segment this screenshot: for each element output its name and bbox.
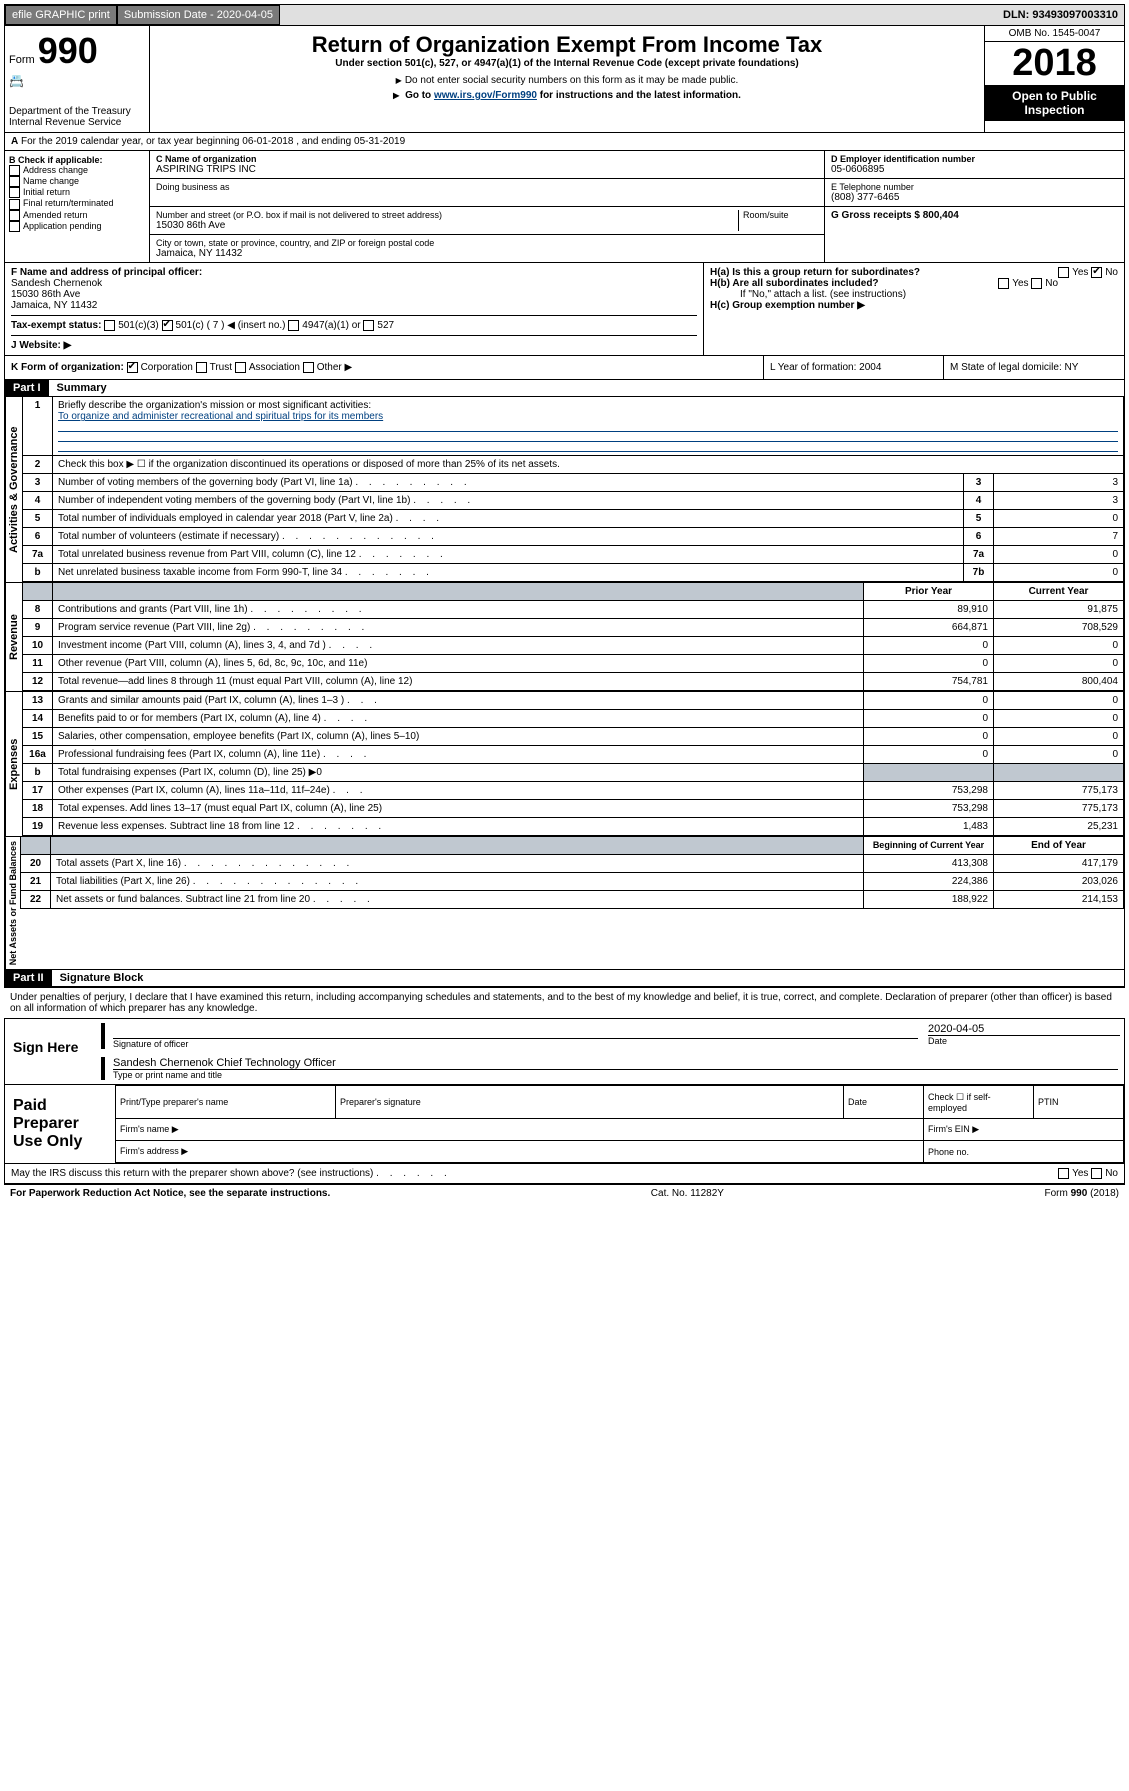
year-formation: L Year of formation: 2004: [764, 356, 944, 379]
form-word: Form: [9, 54, 35, 66]
table-row: 3Number of voting members of the governi…: [23, 474, 1124, 492]
topbar: efile GRAPHIC print Submission Date - 20…: [4, 4, 1125, 26]
chk-other[interactable]: [303, 362, 314, 373]
goto-pre: Go to: [405, 90, 434, 101]
tax-year: 2018: [985, 42, 1124, 85]
footer: For Paperwork Reduction Act Notice, see …: [4, 1184, 1125, 1202]
part1-header: Part I: [5, 380, 49, 396]
sign-date: 2020-04-05: [928, 1023, 1120, 1036]
vtab-netassets: Net Assets or Fund Balances: [5, 837, 20, 969]
table-row: 22Net assets or fund balances. Subtract …: [21, 891, 1124, 909]
chk-assoc[interactable]: [235, 362, 246, 373]
table-row: 10Investment income (Part VIII, column (…: [23, 637, 1124, 655]
chk-527[interactable]: [363, 320, 374, 331]
table-row: 15Salaries, other compensation, employee…: [23, 728, 1124, 746]
ssn-note: Do not enter social security numbers on …: [156, 75, 978, 86]
chk-corp[interactable]: [127, 362, 138, 373]
table-row: 9Program service revenue (Part VIII, lin…: [23, 619, 1124, 637]
chk-pending[interactable]: [9, 221, 20, 232]
chk-hb-no[interactable]: [1031, 278, 1042, 289]
chk-name-change[interactable]: [9, 176, 20, 187]
table-row: 5Total number of individuals employed in…: [23, 510, 1124, 528]
dln-label: DLN: 93493097003310: [997, 6, 1124, 24]
chk-address-change[interactable]: [9, 165, 20, 176]
perjury-text: Under penalties of perjury, I declare th…: [4, 987, 1125, 1018]
chk-final-return[interactable]: [9, 199, 20, 210]
gross-receipts: G Gross receipts $ 800,404: [831, 210, 1118, 221]
table-row: 21Total liabilities (Part X, line 26) . …: [21, 873, 1124, 891]
phone: (808) 377-6465: [831, 192, 1118, 203]
chk-trust[interactable]: [196, 362, 207, 373]
section-de: D Employer identification number 05-0606…: [824, 151, 1124, 262]
chk-initial-return[interactable]: [9, 187, 20, 198]
table-row: 19Revenue less expenses. Subtract line 1…: [23, 818, 1124, 836]
officer-name: Sandesh Chernenok: [11, 278, 697, 289]
form-title: Return of Organization Exempt From Incom…: [156, 32, 978, 58]
part1-title: Summary: [49, 380, 115, 396]
chk-4947[interactable]: [288, 320, 299, 331]
chk-ha-no[interactable]: [1091, 267, 1102, 278]
vtab-revenue: Revenue: [5, 583, 22, 691]
efile-print-button[interactable]: efile GRAPHIC print: [5, 5, 117, 25]
sign-here-block: Sign Here Signature of officer 2020-04-0…: [4, 1018, 1125, 1085]
form-subtitle: Under section 501(c), 527, or 4947(a)(1)…: [156, 58, 978, 69]
table-row: 13Grants and similar amounts paid (Part …: [23, 692, 1124, 710]
omb-number: OMB No. 1545-0047: [985, 26, 1124, 42]
chk-hb-yes[interactable]: [998, 278, 1009, 289]
street-address: 15030 86th Ave: [156, 220, 738, 231]
table-row: 17Other expenses (Part IX, column (A), l…: [23, 782, 1124, 800]
org-name: ASPIRING TRIPS INC: [156, 164, 818, 175]
table-row: 6Total number of volunteers (estimate if…: [23, 528, 1124, 546]
submission-date-button[interactable]: Submission Date - 2020-04-05: [117, 5, 280, 25]
section-f: F Name and address of principal officer:…: [5, 263, 704, 355]
officer-name-title: Sandesh Chernenok Chief Technology Offic…: [113, 1057, 1118, 1070]
irs-link[interactable]: www.irs.gov/Form990: [434, 90, 537, 101]
section-b: B Check if applicable: Address change Na…: [5, 151, 150, 262]
state-domicile: M State of legal domicile: NY: [944, 356, 1124, 379]
section-c: C Name of organization ASPIRING TRIPS IN…: [150, 151, 824, 262]
section-h: H(a) Is this a group return for subordin…: [704, 263, 1124, 355]
dept-treasury: Department of the Treasury Internal Reve…: [9, 106, 145, 128]
row-a: A For the 2019 calendar year, or tax yea…: [4, 133, 1125, 151]
chk-amended[interactable]: [9, 210, 20, 221]
table-row: 16aProfessional fundraising fees (Part I…: [23, 746, 1124, 764]
mission-text: To organize and administer recreational …: [58, 411, 383, 422]
ein: 05-0606895: [831, 164, 1118, 175]
table-row: 18Total expenses. Add lines 13–17 (must …: [23, 800, 1124, 818]
part2-header: Part II: [5, 970, 52, 986]
chk-discuss-yes[interactable]: [1058, 1168, 1069, 1179]
chk-501c3[interactable]: [104, 320, 115, 331]
table-row: 20Total assets (Part X, line 16) . . . .…: [21, 855, 1124, 873]
chk-501c[interactable]: [162, 320, 173, 331]
table-row: 12Total revenue—add lines 8 through 11 (…: [23, 673, 1124, 691]
table-row: bNet unrelated business taxable income f…: [23, 564, 1124, 582]
table-row: 7aTotal unrelated business revenue from …: [23, 546, 1124, 564]
form-number: 990: [38, 30, 98, 71]
part2-title: Signature Block: [52, 970, 152, 986]
table-row: bTotal fundraising expenses (Part IX, co…: [23, 764, 1124, 782]
table-row: 14Benefits paid to or for members (Part …: [23, 710, 1124, 728]
city-state-zip: Jamaica, NY 11432: [156, 248, 818, 259]
vtab-expenses: Expenses: [5, 692, 22, 836]
goto-post: for instructions and the latest informat…: [540, 90, 741, 101]
open-public-badge: Open to Public Inspection: [985, 85, 1124, 121]
chk-ha-yes[interactable]: [1058, 267, 1069, 278]
vtab-governance: Activities & Governance: [5, 397, 22, 582]
paid-preparer-block: Paid Preparer Use Only Print/Type prepar…: [4, 1085, 1125, 1164]
table-row: 8Contributions and grants (Part VIII, li…: [23, 601, 1124, 619]
chk-discuss-no[interactable]: [1091, 1168, 1102, 1179]
table-row: 4Number of independent voting members of…: [23, 492, 1124, 510]
table-row: 11Other revenue (Part VIII, column (A), …: [23, 655, 1124, 673]
form-header: Form 990 📇 Department of the Treasury In…: [4, 26, 1125, 133]
